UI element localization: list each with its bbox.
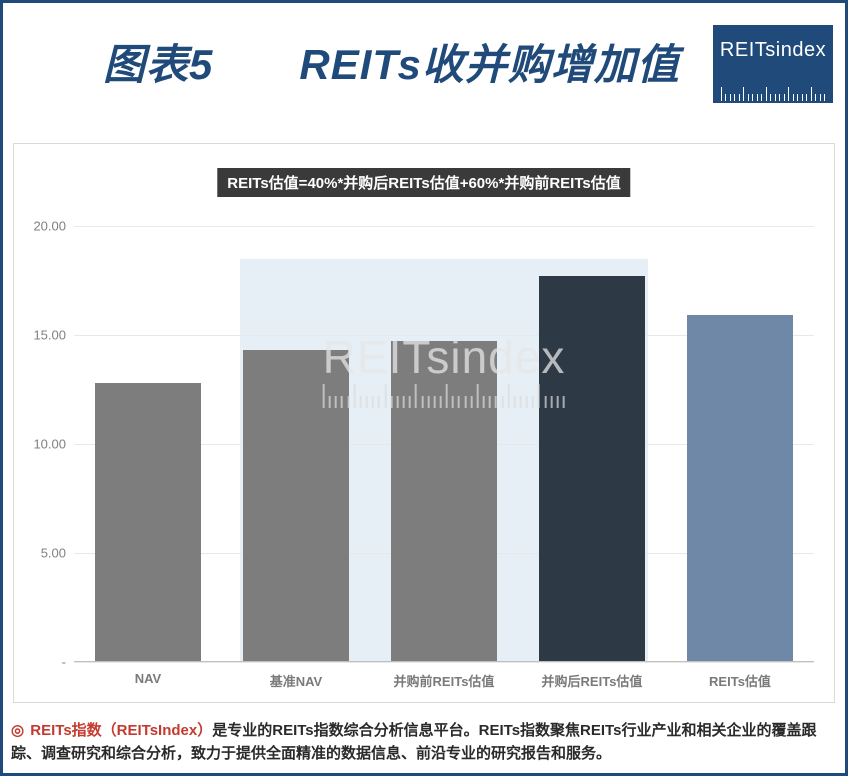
x-axis-labels: NAV基准NAV并购前REITs估值并购后REITs估值REITs估值 (74, 671, 814, 690)
y-axis-label: 20.00 (33, 218, 66, 233)
chart-legend: REITs估值=40%*并购后REITs估值+60%*并购前REITs估值 (217, 168, 630, 197)
y-axis-label: - (62, 655, 66, 670)
bar-slot (518, 204, 666, 662)
x-axis-label: REITs估值 (666, 671, 814, 690)
bar (95, 383, 202, 662)
x-axis-label: 并购前REITs估值 (370, 671, 518, 690)
bar-slot (666, 204, 814, 662)
brand-logo-ruler-icon (713, 83, 833, 103)
y-axis-label: 10.00 (33, 436, 66, 451)
bar (539, 276, 646, 662)
figure-frame: 图表5 REITs收并购增加值 REITsindex REITs估值=40%*并… (0, 0, 848, 776)
bar-slot (74, 204, 222, 662)
bar-slot (222, 204, 370, 662)
footer-text: ◎ REITs指数（REITsIndex）是专业的REITs指数综合分析信息平台… (11, 719, 837, 766)
bar-slot (370, 204, 518, 662)
y-axis-label: 5.00 (41, 545, 66, 560)
plot-area: -5.0010.0015.0020.00 REITsindex (74, 204, 814, 662)
x-axis-label: 基准NAV (222, 671, 370, 690)
bullet-icon: ◎ (11, 722, 24, 739)
footer-brand: REITs指数（REITsIndex） (30, 722, 212, 739)
bar-group (74, 204, 814, 662)
bar (391, 341, 498, 662)
y-axis-label: 15.00 (33, 327, 66, 342)
bar (243, 350, 350, 662)
bar (687, 315, 794, 662)
brand-logo-text: REITsindex (713, 25, 833, 62)
chart-title: 图表5 REITs收并购增加值 (103, 31, 680, 92)
brand-logo: REITsindex (713, 25, 833, 103)
chart-container: REITs估值=40%*并购后REITs估值+60%*并购前REITs估值 -5… (13, 143, 835, 703)
header: 图表5 REITs收并购增加值 REITsindex (3, 3, 845, 123)
gridline (74, 662, 814, 663)
x-axis-line (74, 661, 814, 662)
x-axis-label: 并购后REITs估值 (518, 671, 666, 690)
x-axis-label: NAV (74, 671, 222, 690)
